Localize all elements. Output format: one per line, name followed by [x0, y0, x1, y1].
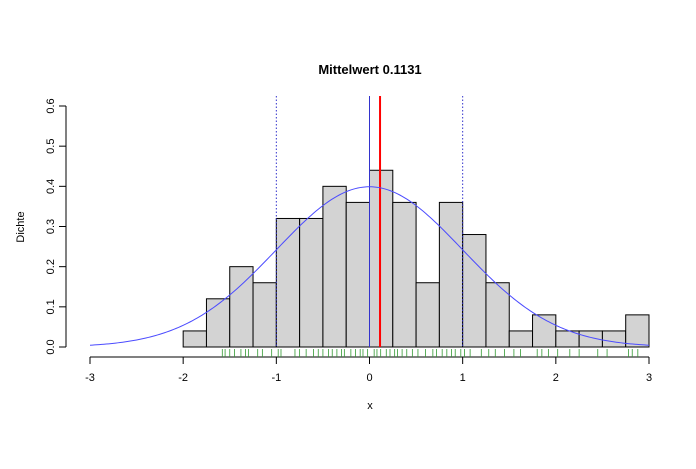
- histogram-bar: [252, 282, 277, 348]
- histogram-bar: [299, 217, 324, 348]
- histogram-bar: [182, 330, 207, 348]
- y-tick-label: 0.2: [45, 259, 57, 274]
- histogram-bar: [438, 201, 464, 348]
- histogram-bar: [392, 201, 417, 348]
- y-tick-label: 0.5: [45, 139, 57, 154]
- y-axis-label: Dichte: [15, 211, 27, 242]
- histogram-bar: [345, 201, 371, 348]
- x-tick-label: -2: [178, 372, 188, 384]
- histogram-bar: [462, 234, 487, 348]
- y-tick-label: 0.3: [45, 219, 57, 234]
- x-tick-label: -1: [271, 372, 281, 384]
- histogram-bar: [485, 282, 510, 348]
- histogram-bar: [205, 298, 231, 348]
- histogram-bar: [369, 169, 394, 348]
- histogram-bar: [229, 266, 254, 348]
- histogram-bar: [508, 330, 534, 348]
- y-tick-label: 0.0: [45, 339, 57, 354]
- y-tick-label: 0.6: [45, 98, 57, 113]
- x-tick-label: -3: [85, 372, 95, 384]
- histogram-bar: [601, 330, 627, 348]
- x-tick-label: 2: [553, 372, 559, 384]
- density-curve: [89, 186, 650, 346]
- histogram-bar: [415, 282, 440, 348]
- chart-title: Mittelwert 0.1131: [318, 62, 421, 77]
- y-tick-label: 0.1: [45, 299, 57, 314]
- histogram-bar: [322, 185, 347, 348]
- chart-marks: -3 -2 -1 0 1 2 3 0.0 0.1 0.2 0.3 0.4 0.5 0.6: [45, 96, 652, 384]
- y-tick-label: 0.4: [45, 179, 57, 194]
- x-tick-label: 0: [366, 372, 372, 384]
- histogram-bar: [625, 314, 650, 348]
- x-axis-label: x: [367, 400, 373, 412]
- x-tick-label: 1: [460, 372, 466, 384]
- x-tick-label: 3: [646, 372, 652, 384]
